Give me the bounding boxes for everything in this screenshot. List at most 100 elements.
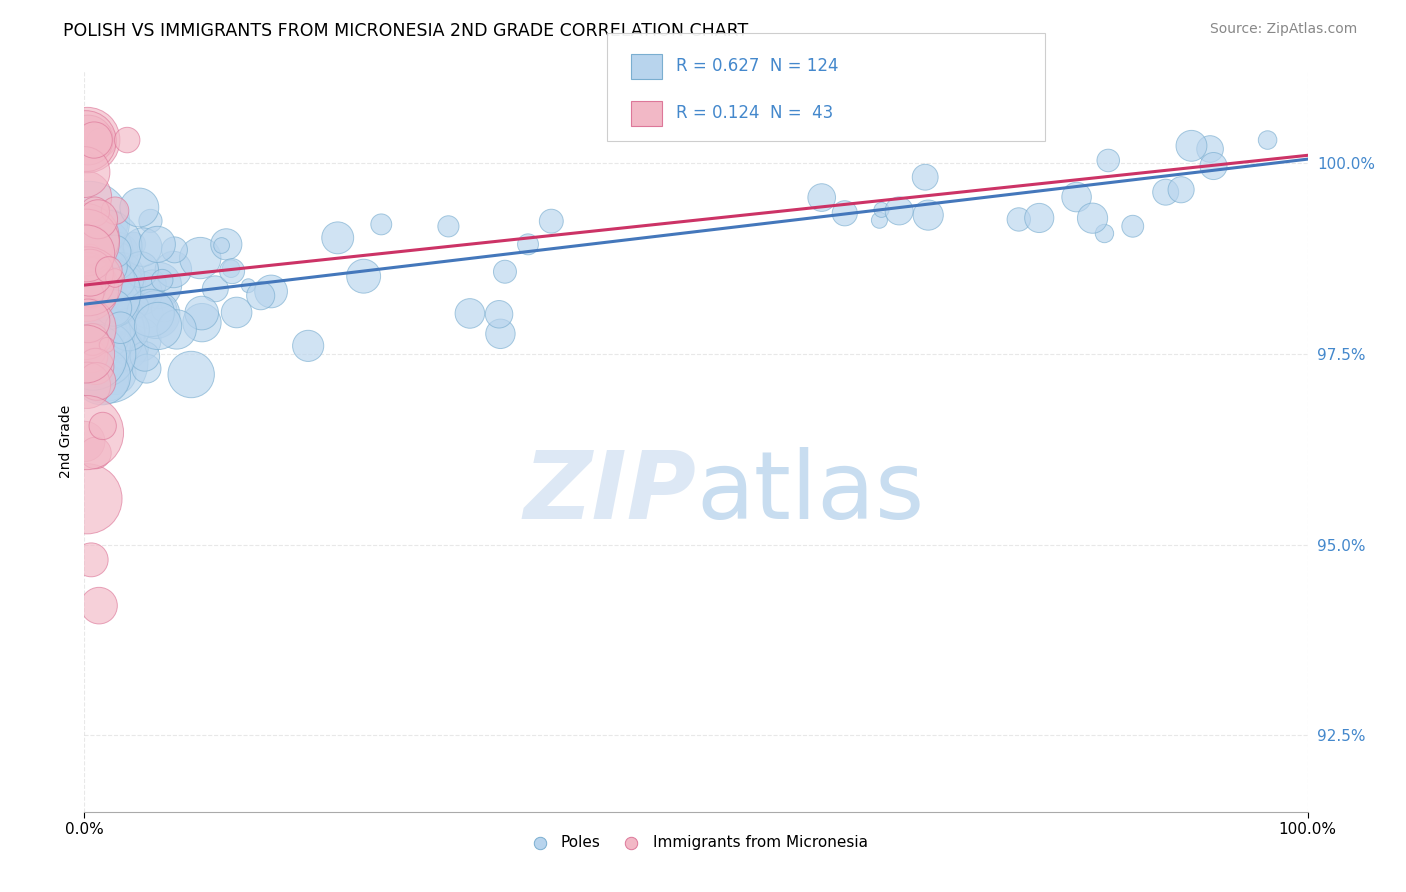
Point — [86, 375, 108, 389]
Point — [75, 274, 97, 288]
Point — [370, 218, 392, 232]
Point — [75, 282, 97, 296]
Point — [150, 273, 173, 287]
Point — [104, 203, 127, 218]
Point — [204, 282, 226, 296]
Text: R = 0.627  N = 124: R = 0.627 N = 124 — [676, 57, 839, 75]
Point — [180, 368, 202, 382]
Point — [73, 280, 96, 294]
Point — [80, 268, 103, 283]
Point — [76, 219, 98, 234]
Point — [75, 235, 97, 250]
Point — [107, 245, 129, 260]
Point — [100, 299, 122, 313]
Point — [83, 133, 105, 147]
Point — [914, 170, 936, 185]
Point — [134, 350, 156, 364]
Point — [162, 262, 184, 277]
Point — [191, 316, 214, 330]
Point — [1154, 185, 1177, 199]
Point — [153, 302, 176, 317]
Point — [104, 295, 127, 310]
Point — [135, 361, 157, 376]
Point — [83, 246, 105, 260]
Point — [141, 277, 163, 291]
Point — [82, 350, 104, 364]
Point — [100, 329, 122, 343]
Point — [77, 269, 100, 284]
Point — [129, 286, 152, 301]
Point — [110, 320, 132, 334]
Point — [73, 321, 96, 335]
Point — [489, 326, 512, 341]
Point — [122, 237, 145, 252]
Point — [127, 333, 149, 347]
Point — [76, 338, 98, 352]
Point — [249, 289, 271, 303]
Point — [1094, 227, 1116, 241]
Point — [103, 301, 125, 315]
Point — [225, 305, 247, 319]
Point — [89, 133, 111, 147]
Point — [146, 318, 169, 333]
Point — [110, 311, 132, 326]
Point — [1028, 211, 1050, 225]
Point — [353, 269, 375, 284]
Point — [118, 268, 141, 282]
Point — [90, 308, 112, 322]
Point — [1180, 138, 1202, 153]
Point — [96, 320, 118, 334]
Point — [93, 286, 115, 301]
Point — [125, 299, 148, 313]
Point — [80, 308, 103, 322]
Point — [437, 219, 460, 234]
Point — [110, 269, 132, 284]
Point — [84, 359, 107, 374]
Point — [101, 218, 124, 232]
Point — [1008, 212, 1031, 227]
Point — [76, 378, 98, 392]
Legend: Poles, Immigrants from Micronesia: Poles, Immigrants from Micronesia — [519, 829, 873, 856]
Point — [90, 136, 112, 150]
Point — [90, 369, 112, 384]
Point — [115, 133, 138, 147]
Point — [91, 419, 114, 434]
Point — [84, 288, 107, 302]
Point — [115, 341, 138, 355]
Point — [105, 274, 128, 288]
Point — [139, 306, 162, 320]
Point — [297, 339, 319, 353]
Point — [1122, 219, 1144, 234]
Point — [84, 265, 107, 279]
Point — [75, 347, 97, 361]
Point — [103, 285, 125, 299]
Point — [80, 553, 103, 567]
Y-axis label: 2nd Grade: 2nd Grade — [59, 405, 73, 478]
Point — [86, 252, 108, 266]
Point — [82, 333, 104, 347]
Point — [89, 313, 111, 327]
Point — [517, 237, 540, 252]
Point — [219, 261, 242, 276]
Point — [260, 285, 283, 299]
Point — [917, 208, 939, 222]
Point — [89, 343, 111, 358]
Point — [79, 287, 101, 301]
Point — [215, 237, 238, 252]
Point — [97, 263, 120, 277]
Point — [221, 264, 243, 278]
Point — [91, 338, 114, 352]
Point — [105, 273, 128, 287]
Point — [129, 262, 152, 277]
Point — [326, 231, 349, 245]
Point — [75, 134, 97, 148]
Point — [1257, 133, 1279, 147]
Point — [458, 306, 481, 320]
Point — [87, 599, 110, 613]
Point — [77, 133, 100, 147]
Point — [107, 282, 129, 296]
Point — [97, 318, 120, 332]
Point — [117, 323, 139, 337]
Point — [80, 280, 103, 294]
Point — [76, 425, 98, 440]
